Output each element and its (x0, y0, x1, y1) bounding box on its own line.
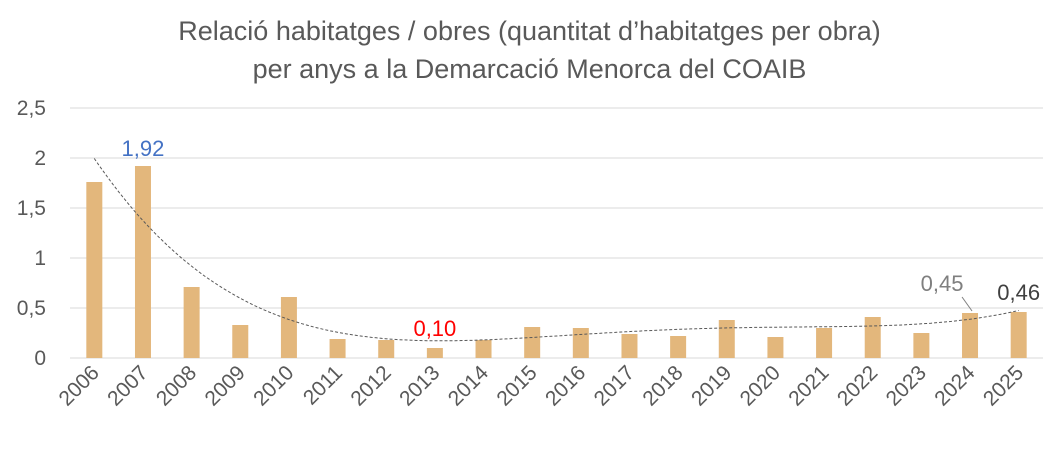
bar (232, 325, 249, 358)
chart-title-line2: per anys a la Demarcació Menorca del COA… (252, 54, 807, 84)
x-tick-label: 2015 (492, 361, 541, 410)
bar (475, 340, 492, 358)
y-tick-label: 2 (34, 147, 46, 170)
bar (962, 313, 979, 358)
bar (864, 317, 881, 358)
x-tick-label: 2009 (201, 361, 250, 410)
bar (1010, 312, 1027, 358)
x-tick-label: 2006 (55, 361, 104, 410)
bar (524, 327, 541, 358)
x-tick-label: 2018 (638, 361, 687, 410)
data-label: 0,45 (921, 271, 964, 296)
x-tick-label: 2024 (930, 361, 980, 411)
x-tick-label: 2012 (346, 361, 395, 410)
x-tick-label: 2022 (833, 361, 882, 410)
bar (816, 328, 833, 358)
bar (86, 182, 103, 358)
trendline (93, 158, 1019, 342)
chart-title: Relació habitatges / obres (quantitat d’… (0, 12, 1059, 88)
x-tick-label: 2019 (687, 361, 736, 410)
bar (134, 166, 151, 358)
y-tick-label: 1,5 (17, 197, 46, 220)
data-label-leader (961, 296, 973, 312)
y-tick-label: 2,5 (17, 97, 46, 120)
chart-title-line1: Relació habitatges / obres (quantitat d’… (178, 16, 881, 46)
data-label: 0,46 (997, 280, 1040, 305)
data-label: 0,10 (413, 316, 456, 341)
x-tick-label: 2016 (541, 361, 590, 410)
x-tick-label: 2025 (979, 361, 1028, 410)
x-tick-label: 2023 (882, 361, 931, 410)
bar (572, 328, 589, 358)
x-tick-label: 2007 (103, 361, 152, 410)
bar (329, 339, 346, 358)
x-tick-label: 2010 (249, 361, 298, 410)
bar (280, 297, 297, 358)
bar (767, 337, 784, 358)
x-tick-label: 2011 (299, 361, 347, 409)
bar (378, 340, 395, 358)
x-tick-label: 2013 (395, 361, 444, 410)
bar (426, 348, 443, 358)
x-tick-label: 2021 (784, 361, 833, 410)
data-label: 1,92 (122, 136, 165, 161)
x-tick-label: 2014 (444, 361, 494, 411)
y-tick-label: 0 (34, 347, 46, 370)
x-tick-label: 2020 (736, 361, 785, 410)
bar (670, 336, 687, 358)
bar (913, 333, 930, 358)
bar (183, 287, 200, 358)
x-tick-label: 2017 (590, 361, 639, 410)
y-tick-label: 0,5 (17, 297, 46, 320)
y-tick-label: 1 (34, 247, 46, 270)
bar (621, 334, 638, 358)
bar (718, 320, 735, 358)
x-tick-label: 2008 (152, 361, 201, 410)
